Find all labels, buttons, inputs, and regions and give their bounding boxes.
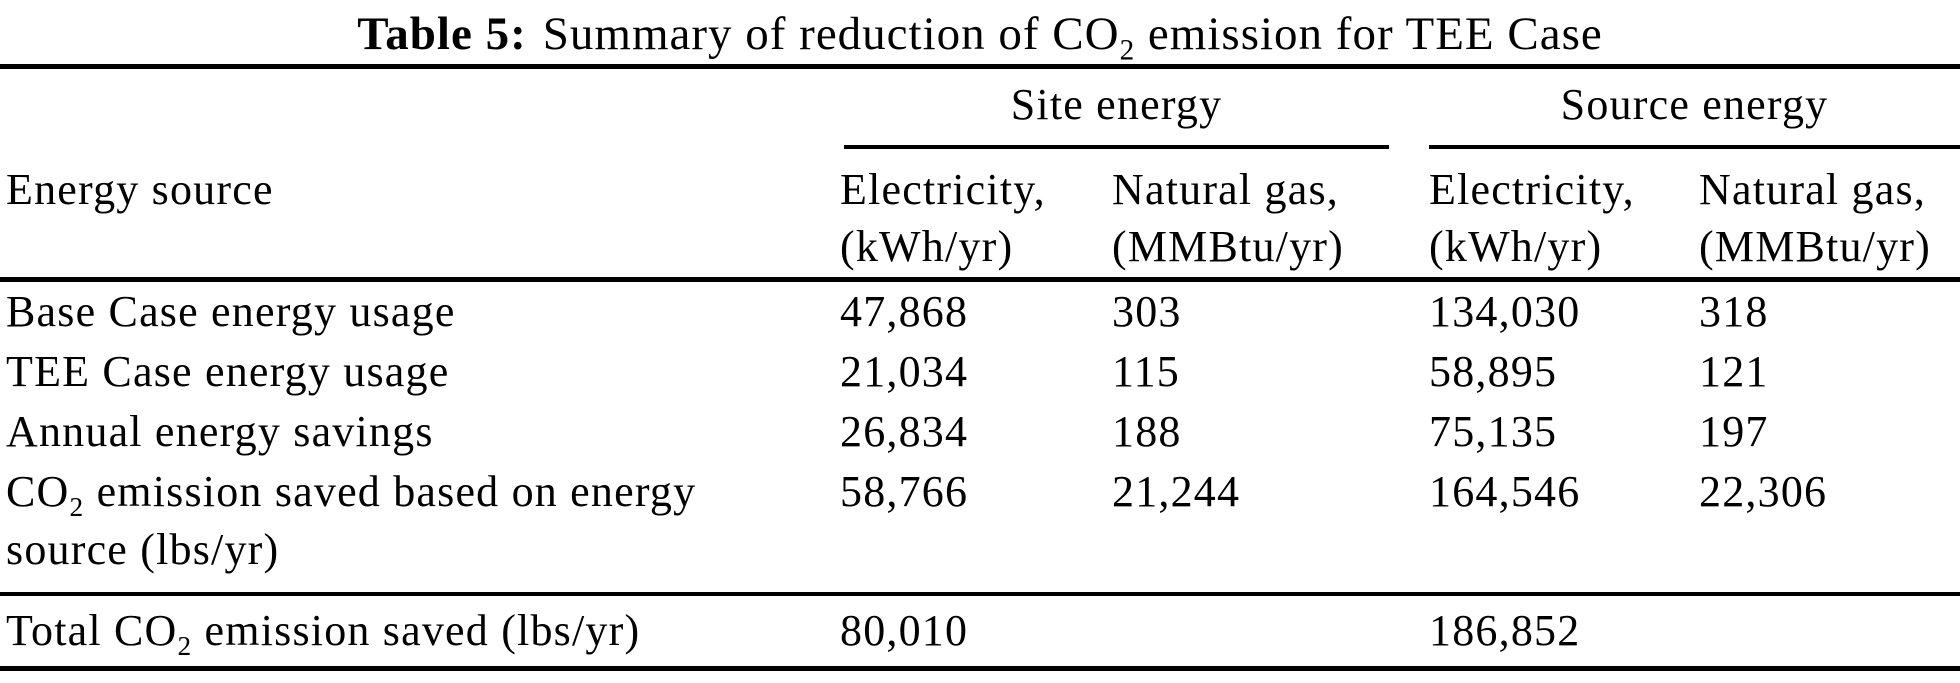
header-site-natural-gas: Natural gas, (MMBtu/yr) [1112,150,1430,282]
cell-value: 188 [1112,407,1182,456]
row-label-line2: source (lbs/yr) [6,525,280,574]
cell-value: 26,834 [840,407,969,456]
header-source-natural-gas-line1: Natural gas, [1699,164,1927,214]
cell-value: 115 [1112,347,1180,396]
total-cell-source: 186,852 [1429,606,1581,655]
header-source-electricity: Electricity, (kWh/yr) [1429,150,1700,282]
row-label-subscript: 2 [69,491,85,522]
source-energy-spanner-cell: Source energy [1429,67,1960,151]
caption-text-pre: Summary of reduction of CO [542,8,1120,60]
cell-value: 303 [1112,287,1182,336]
row-label: Annual energy savings [6,407,434,456]
row-label: Base Case energy usage [6,287,456,336]
cell-value: 21,244 [1112,462,1430,596]
total-label-pre: Total CO [6,606,178,655]
spanner-empty-stub-cell [0,67,840,151]
row-label: TEE Case energy usage [6,347,450,396]
header-site-natural-gas-line2: (MMBtu/yr) [1112,221,1344,271]
table-row-total: Total CO2 emission saved (lbs/yr) 80,010… [0,594,1960,669]
total-label-post: emission saved (lbs/yr) [192,606,641,655]
table-body: Base Case energy usage 47,868 303 134,03… [0,280,1960,596]
total-cell-site: 80,010 [840,606,969,655]
caption-co2-subscript: 2 [1119,34,1136,67]
site-energy-spanner-label: Site energy [844,69,1390,149]
row-label-line1-rest: emission saved based on energy [84,467,697,516]
cell-value: 197 [1699,407,1769,456]
row-label-pre: CO [6,467,70,516]
table-row-base-case: Base Case energy usage 47,868 303 134,03… [0,280,1960,343]
total-label-subscript: 2 [177,630,193,661]
header-source-electricity-line1: Electricity, [1429,164,1635,214]
site-energy-spanner-cell: Site energy [840,67,1429,151]
total-cell-empty [1699,594,1960,669]
emission-summary-table: Site energy Source energy Energy source … [0,64,1960,671]
total-cell-empty [1112,594,1429,669]
cell-value: 75,135 [1429,407,1558,456]
header-source-electricity-line2: (kWh/yr) [1429,221,1603,271]
table-row-annual-savings: Annual energy savings 26,834 188 75,135 … [0,402,1960,462]
column-header-row: Energy source Electricity, (kWh/yr) Natu… [0,150,1960,282]
header-source-natural-gas-line2: (MMBtu/yr) [1699,221,1932,271]
table-caption: Table 5: Summary of reduction of CO2 emis… [0,0,1960,67]
header-site-electricity-line1: Electricity, [840,164,1046,214]
header-site-electricity-line2: (kWh/yr) [840,221,1014,271]
source-energy-spanner-label: Source energy [1429,69,1960,149]
cell-value: 21,034 [840,347,969,396]
header-source-natural-gas: Natural gas, (MMBtu/yr) [1699,150,1960,282]
caption-number-label: Table 5: [357,8,527,60]
cell-value: 134,030 [1429,287,1581,336]
cell-value: 58,895 [1429,347,1558,396]
cell-value: 318 [1699,287,1769,336]
header-site-natural-gas-line1: Natural gas, [1112,164,1339,214]
total-row-label: Total CO2 emission saved (lbs/yr) [0,594,840,669]
cell-value: 22,306 [1699,462,1960,596]
cell-value: 58,766 [840,462,1112,596]
cell-value: 47,868 [840,287,969,336]
header-site-electricity: Electricity, (kWh/yr) [840,150,1112,282]
table-row-tee-case: TEE Case energy usage 21,034 115 58,895 … [0,342,1960,402]
stub-header-energy-source: Energy source [0,150,840,282]
table-row-co2-saved: CO2 emission saved based on energy sourc… [0,462,1960,596]
caption-text-post: emission for TEE Case [1135,8,1603,60]
cell-value: 164,546 [1429,462,1700,596]
row-label: CO2 emission saved based on energy sourc… [0,462,840,596]
table-head: Site energy Source energy Energy source … [0,67,1960,282]
table-footer: Total CO2 emission saved (lbs/yr) 80,010… [0,594,1960,669]
cell-value: 121 [1699,347,1769,396]
spanner-header-row: Site energy Source energy [0,67,1960,151]
